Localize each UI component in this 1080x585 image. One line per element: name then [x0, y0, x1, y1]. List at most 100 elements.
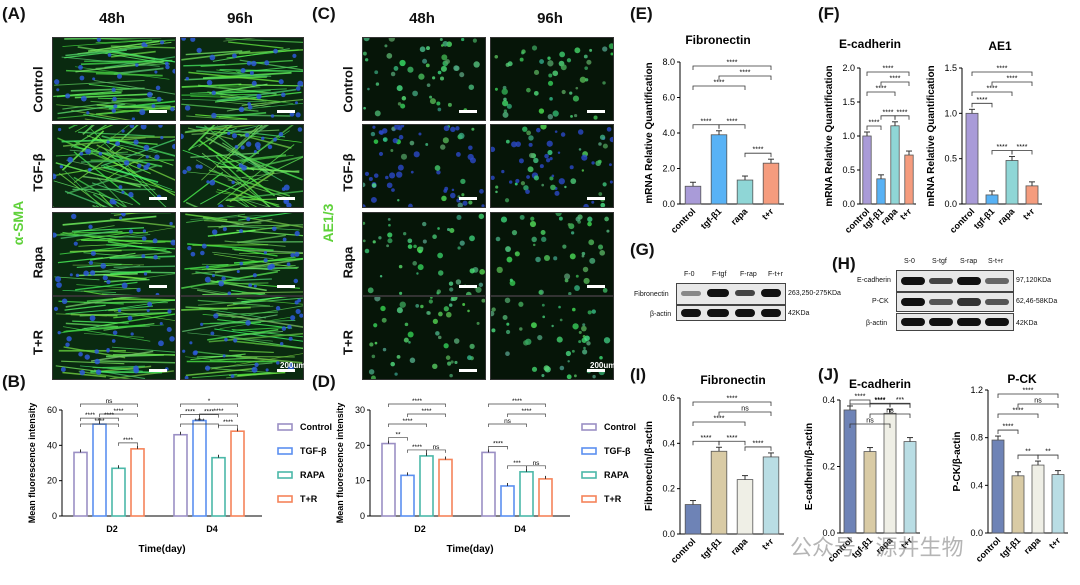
chart-b-bar-0-2	[111, 467, 126, 517]
chart-f1-sig-bracket-4	[880, 115, 896, 120]
chart-d-legend-swatch-0	[581, 423, 597, 431]
chart-b-sig-bracket-0-0	[80, 403, 138, 407]
chart-e1-sig-bracket-2	[692, 85, 746, 90]
chart-d-sig-bracket-1-5	[526, 465, 546, 469]
chart-j2-ytick-label: 0.8	[970, 433, 983, 443]
chart-d-sig-label-1-1: ****	[521, 408, 532, 415]
chart-b-legend-label-0: Control	[300, 422, 332, 432]
chart-b-sig-label-1-2: ****	[194, 418, 205, 425]
panel-c-micrograph-r1-c2	[490, 37, 614, 121]
chart-f1-sig-label-3: ****	[869, 120, 880, 127]
panel-a-scale-bar	[277, 110, 295, 113]
panel-d-label: (D)	[312, 372, 336, 391]
chart-d-xlabel: Time(day)	[446, 544, 493, 555]
chart-j2-sig-label-2: ****	[1013, 408, 1024, 415]
panel-a-scale-text: 200um	[280, 361, 306, 370]
chart-d-ytick-label: 30	[355, 405, 365, 415]
panel-h-lane-1: S-tgf	[932, 258, 947, 265]
chart-f2-xtick-label-0: control	[948, 206, 977, 235]
chart-d-sig-bracket-0-0	[388, 403, 446, 407]
chart-e1-bar-2	[736, 179, 754, 205]
chart-j2-sig-bracket-3	[997, 429, 1019, 435]
chart-d-sig-bracket-1-3	[488, 446, 508, 450]
chart-d-sig-label-0-3: **	[395, 432, 401, 439]
chart-f1-ytick-label: 0.0	[842, 199, 855, 209]
chart-f1-sig-bracket-1	[880, 81, 910, 86]
chart-d-bar-0-2	[419, 455, 434, 517]
chart-j2-ytick-label: 0.4	[970, 480, 983, 490]
panel-c-scale-bar	[459, 285, 477, 288]
chart-b-bar-1-0	[173, 433, 188, 517]
panel-h-lane-3: S-t+r	[988, 258, 1004, 265]
chart-e1-ytick-label: 2.0	[662, 164, 675, 174]
chart-j2-sig-label-5: **	[1045, 449, 1051, 456]
chart-b-sig-bracket-1-5	[218, 424, 238, 429]
panel-c-scale-bar	[587, 369, 605, 372]
chart-d-sig-label-0-4: ****	[412, 444, 423, 451]
panel-c-scale-bar	[587, 197, 605, 200]
chart-b-sig-label-0-5: ****	[123, 437, 134, 444]
chart-d-sig-bracket-0-1	[407, 413, 446, 417]
chart-b-sig-label-0-1: ****	[113, 408, 124, 415]
chart-e1-ytick-label: 8.0	[662, 57, 675, 67]
chart-d-sig-label-0-2: ****	[402, 418, 413, 425]
chart-j2-ytick-label: 0.0	[970, 528, 983, 538]
chart-j2-sig-bracket-0	[997, 393, 1059, 398]
chart-e1-sig-label-2: ****	[714, 80, 725, 87]
chart-d-ytick-label: 0	[360, 511, 365, 521]
chart-f2-bar-0	[965, 112, 979, 205]
chart-f2-sig-label-0: ****	[997, 66, 1008, 73]
chart-i-sig-label-4: ****	[727, 435, 738, 442]
chart-j1-sig-label-1: ns	[886, 408, 894, 415]
chart-j2-sig-bracket-5	[1037, 454, 1059, 460]
chart-i-bar-0	[684, 504, 702, 535]
chart-b-ytick-label: 40	[47, 440, 57, 450]
chart-b-bar-0-1	[92, 423, 107, 517]
chart-j2-sig-label-3: ****	[1003, 424, 1014, 431]
panel-a-col-48h: 48h	[99, 10, 125, 27]
chart-b-bar-1-1	[192, 419, 207, 517]
chart-i-xtick-label-0: control	[669, 536, 698, 565]
chart-f1-ylabel: mRNA Relative Quantification	[824, 65, 835, 206]
chart-i-ytick-label: 0.0	[662, 529, 675, 539]
chart-f1-sig-bracket-3	[866, 125, 882, 130]
chart-d-ytick-label: 10	[355, 476, 365, 486]
chart-b-sig-label-1-5: ****	[223, 419, 234, 426]
chart-f2-sig-label-4: ****	[997, 144, 1008, 151]
chart-i-ytick-label: 0.2	[662, 484, 675, 494]
chart-i-ylabel: Fibronectin/β-actin	[644, 421, 655, 511]
panel-c-micrograph-r3-c1	[362, 212, 486, 296]
chart-b-sig-label-1-1: ****	[213, 408, 224, 415]
chart-j2-sig-label-4: **	[1025, 449, 1031, 456]
chart-j1-sig-bracket-1	[869, 413, 911, 418]
chart-f1-ytick-label: 1.0	[842, 131, 855, 141]
chart-i-sig-bracket-3	[692, 440, 720, 446]
chart-f1-sig-label-1: ****	[890, 76, 901, 83]
panel-c-micrograph-r3-c2	[490, 212, 614, 296]
panel-b-label: (B)	[2, 372, 26, 391]
chart-e1-sig-bracket-1	[718, 75, 772, 80]
panel-g-row-fibronectin: Fibronectin	[634, 291, 669, 298]
chart-b-bar-1-3	[230, 430, 245, 517]
chart-f2-sig-label-3: ****	[977, 97, 988, 104]
panel-c-micrograph-r2-c2	[490, 124, 614, 208]
chart-f1-sig-label-2: ****	[876, 86, 887, 93]
chart-i-bar-1	[710, 450, 728, 535]
chart-e1-bar-0	[684, 185, 702, 205]
chart-b-sig-bracket-0-2	[80, 423, 119, 427]
chart-f1-bar-2	[890, 125, 900, 205]
chart-j2-ytick-label: 1.2	[970, 385, 983, 395]
chart-e1-bar-3	[762, 162, 780, 205]
chart-j2-sig-bracket-4	[1017, 454, 1039, 460]
chart-i-sig-label-5: ****	[753, 440, 764, 447]
chart-j1-ytick-label: 0.2	[822, 462, 835, 472]
chart-e1-xtick-label-0: control	[669, 206, 698, 235]
panel-c-label: (C)	[312, 4, 336, 23]
chart-f2-ylabel: mRNA Relative Quantification	[926, 65, 937, 206]
chart-j2-bar-0	[991, 439, 1005, 534]
chart-j1-sig-label-5: ***	[896, 397, 904, 404]
chart-d-xtick-0: D2	[414, 524, 426, 534]
chart-e1-xtick-label-2: rapa	[729, 206, 750, 227]
panel-g-blot-fibronectin	[676, 283, 786, 305]
chart-j2-xtick-label-3: t+r	[1047, 535, 1063, 551]
